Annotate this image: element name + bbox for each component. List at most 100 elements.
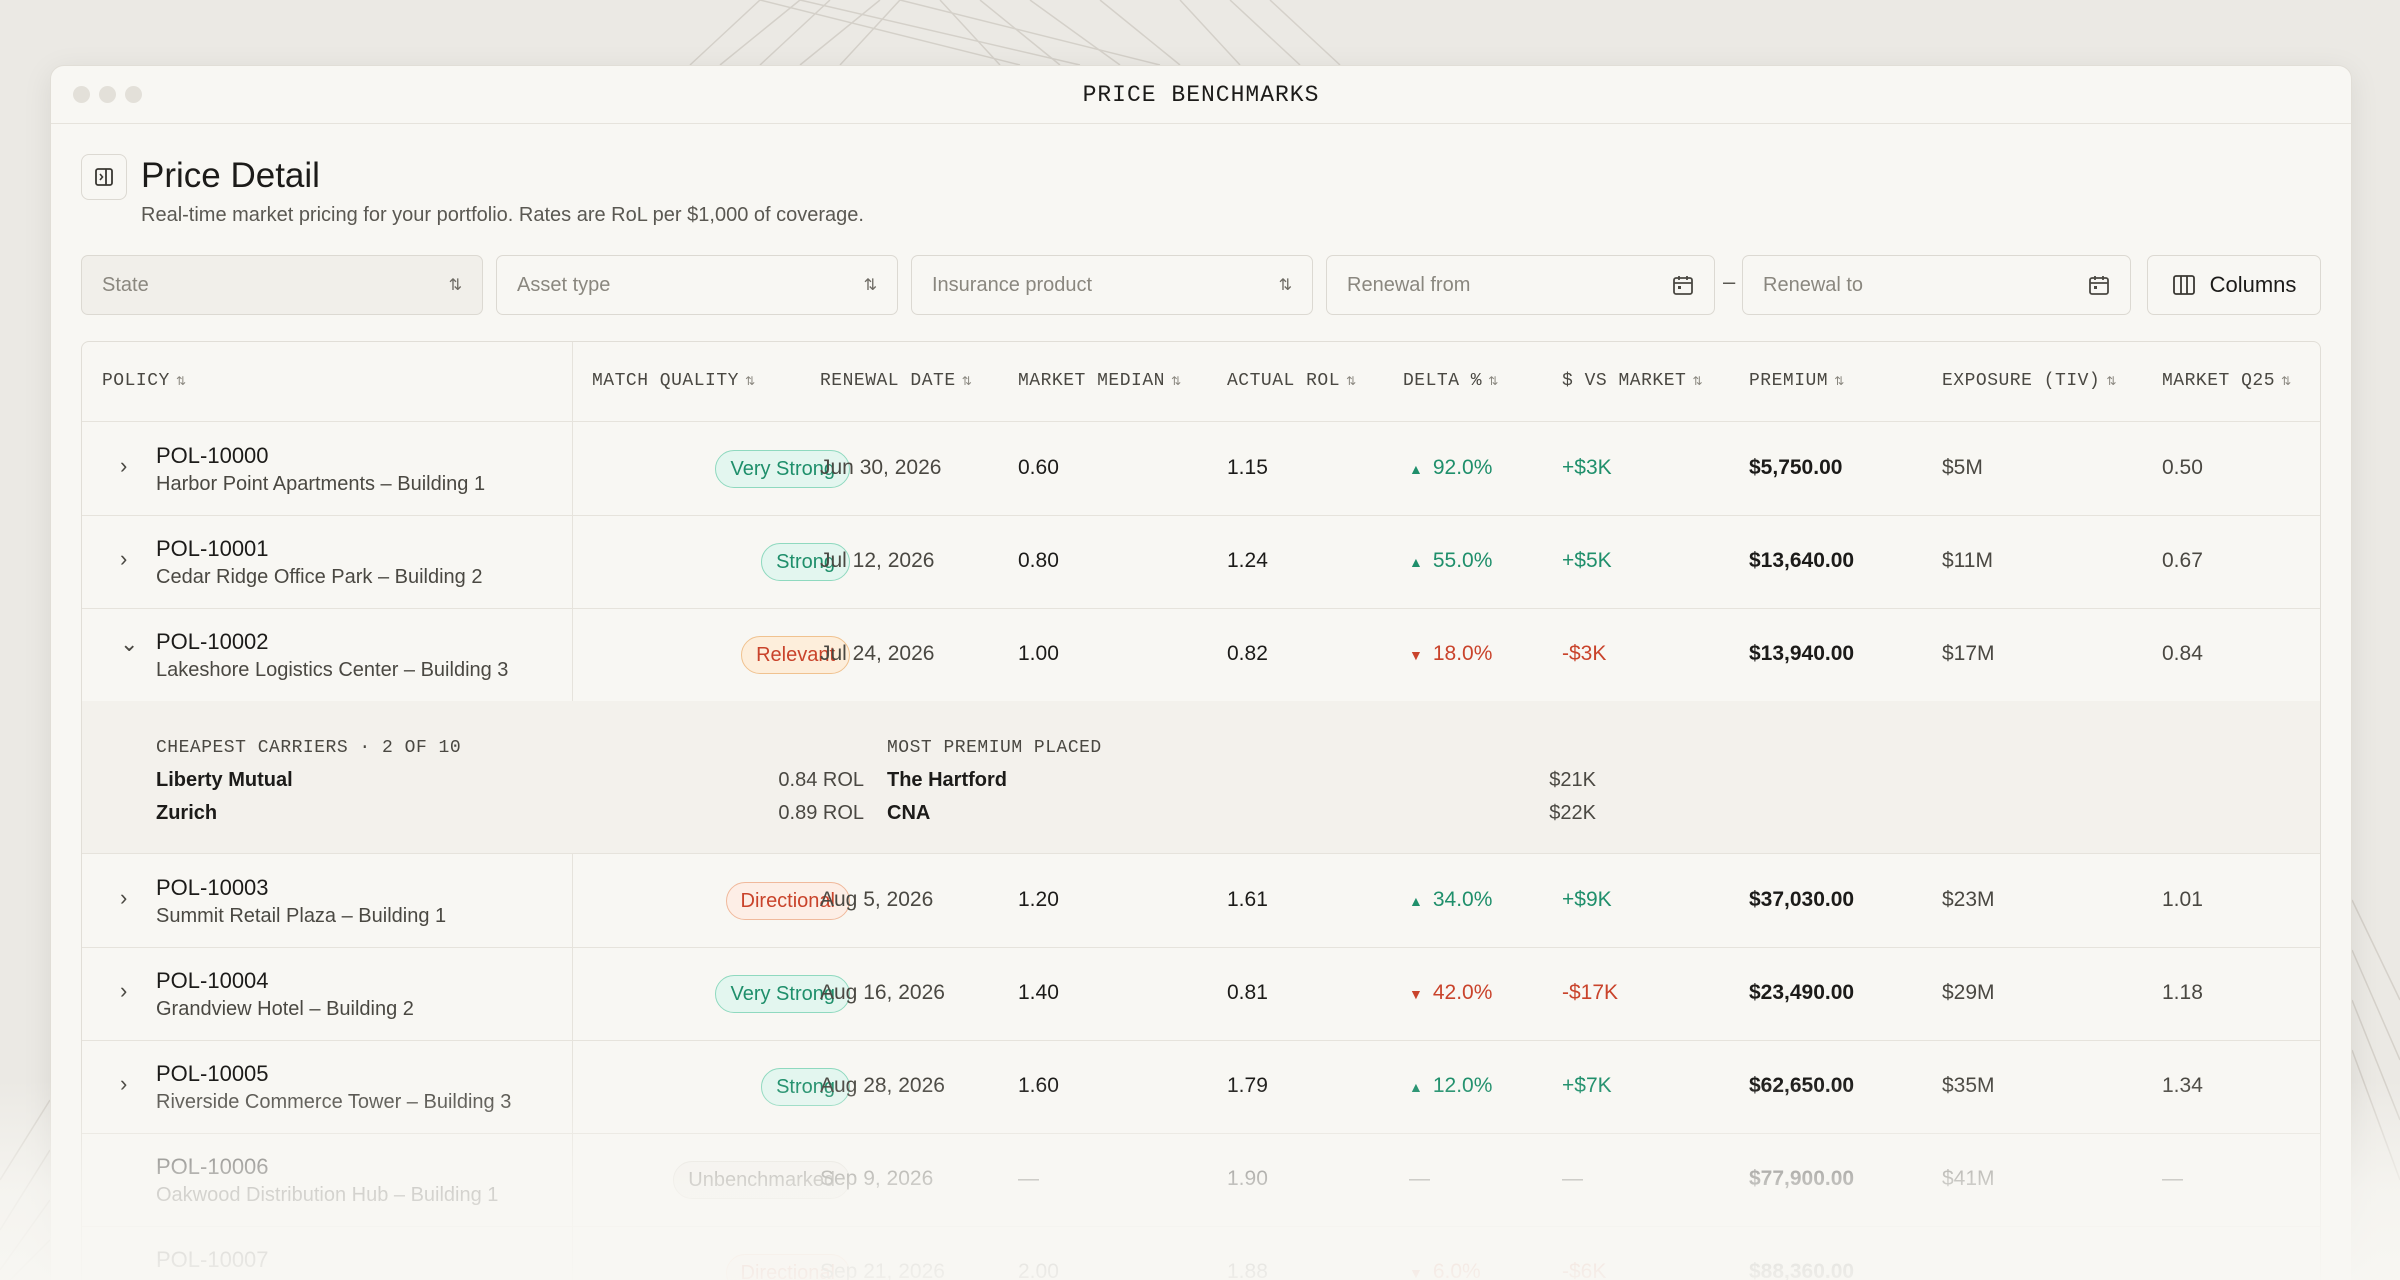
table-row[interactable]: › POL-10005 Riverside Commerce Tower – B…: [82, 1041, 2320, 1134]
insurance-product-select[interactable]: Insurance product ⇅: [911, 255, 1313, 315]
header-exposure[interactable]: EXPOSURE (TIV) ⇅: [1942, 371, 2117, 391]
asset-type-label: Asset type: [517, 273, 611, 296]
table-row[interactable]: POL-10007 Directional Sep 21, 2026 2.00 …: [82, 1227, 2320, 1280]
chevron-right-icon[interactable]: ›: [120, 546, 128, 571]
sort-icon: ⇅: [2106, 374, 2117, 388]
page-title: Price Detail: [141, 156, 320, 195]
market-median: 0.80: [1018, 549, 1059, 572]
sort-icon: ⇅: [961, 374, 973, 388]
renewal-from-placeholder: Renewal from: [1347, 273, 1471, 296]
header-policy[interactable]: POLICY ⇅: [102, 371, 186, 391]
match-quality-badge: Very Strong: [715, 975, 850, 1013]
policy-id: POL-10001: [156, 536, 269, 561]
sidebar-toggle-button[interactable]: [81, 154, 127, 200]
table-row[interactable]: › POL-10001 Cedar Ridge Office Park – Bu…: [82, 516, 2320, 609]
policy-id: POL-10004: [156, 968, 269, 993]
renewal-date: Aug 28, 2026: [820, 1074, 945, 1097]
delta-value: —: [1409, 1167, 1430, 1190]
header-match-quality-label: MATCH QUALITY: [592, 371, 739, 391]
chevron-right-icon[interactable]: ›: [120, 885, 128, 910]
delta-value: 55.0%: [1432, 549, 1493, 572]
minimize-dot[interactable]: [99, 86, 116, 103]
delta: ▲ 92.0%: [1409, 456, 1492, 480]
header-actual-rol[interactable]: ACTUAL ROL ⇅: [1227, 371, 1357, 391]
close-dot[interactable]: [73, 86, 90, 103]
vs-market: +$9K: [1562, 888, 1612, 911]
header-delta[interactable]: DELTA % ⇅: [1403, 371, 1499, 391]
maximize-dot[interactable]: [125, 86, 142, 103]
arrow-down-icon: ▼: [1409, 647, 1423, 663]
range-separator: –: [1723, 269, 1736, 294]
sort-icon: ⇅: [1170, 374, 1182, 388]
exposure: $11M: [1942, 549, 1993, 572]
delta: ▲ 34.0%: [1409, 888, 1492, 912]
actual-rol: 1.61: [1227, 888, 1268, 911]
delta-value: 42.0%: [1432, 981, 1493, 1004]
match-quality-badge: Strong: [761, 543, 850, 581]
header-vs-market[interactable]: $ VS MARKET ⇅: [1562, 371, 1703, 391]
market-median: 1.20: [1018, 888, 1059, 911]
market-q25: 0.84: [2162, 642, 2203, 665]
table-row[interactable]: POL-10006 Oakwood Distribution Hub – Bui…: [82, 1134, 2320, 1227]
table-row[interactable]: › POL-10004 Grandview Hotel – Building 2…: [82, 948, 2320, 1041]
market-q25: 1.01: [2162, 888, 2203, 911]
policy-name: Riverside Commerce Tower – Building 3: [156, 1091, 512, 1113]
header-match-quality[interactable]: MATCH QUALITY ⇅: [592, 371, 756, 391]
arrow-down-icon: ▼: [1409, 1265, 1423, 1280]
delta: ▼ 18.0%: [1409, 642, 1492, 666]
renewal-date: Jun 30, 2026: [820, 456, 942, 479]
columns-icon: [2172, 275, 2195, 295]
vs-market: +$5K: [1562, 549, 1612, 572]
policy-id: POL-10005: [156, 1061, 269, 1086]
header-exposure-label: EXPOSURE (TIV): [1942, 371, 2101, 391]
header-renewal-date[interactable]: RENEWAL DATE ⇅: [820, 371, 972, 391]
chevron-right-icon[interactable]: ›: [120, 1071, 128, 1096]
table-row[interactable]: › POL-10003 Summit Retail Plaza – Buildi…: [82, 855, 2320, 948]
market-q25: 0.67: [2162, 549, 2203, 572]
asset-type-select[interactable]: Asset type ⇅: [496, 255, 898, 315]
carrier-details-panel: CHEAPEST CARRIERS · 2 OF 10 MOST PREMIUM…: [82, 701, 2320, 854]
delta: ▲ 12.0%: [1409, 1074, 1492, 1098]
sort-icon: ⇅: [744, 374, 756, 388]
renewal-to-placeholder: Renewal to: [1763, 273, 1864, 296]
chevron-right-icon[interactable]: ›: [120, 453, 128, 478]
premium: $5,750.00: [1749, 456, 1843, 479]
state-select[interactable]: State ⇅: [81, 255, 483, 315]
table-row[interactable]: › POL-10000 Harbor Point Apartments – Bu…: [82, 423, 2320, 516]
header-delta-label: DELTA %: [1403, 371, 1483, 391]
renewal-to-input[interactable]: Renewal to: [1742, 255, 2131, 315]
exposure: $17M: [1942, 642, 1995, 665]
header-market-median[interactable]: MARKET MEDIAN ⇅: [1018, 371, 1182, 391]
exposure: $35M: [1942, 1074, 1995, 1097]
actual-rol: 1.88: [1227, 1260, 1268, 1280]
chevron-right-icon[interactable]: ›: [120, 978, 128, 1003]
premium: $23,490.00: [1749, 981, 1855, 1004]
chevron-down-icon[interactable]: ⌄: [120, 631, 139, 656]
delta-value: 6.0%: [1432, 1260, 1481, 1280]
actual-rol: 1.79: [1227, 1074, 1268, 1097]
columns-button[interactable]: Columns: [2147, 255, 2321, 315]
carrier-name: Zurich: [156, 802, 218, 824]
header-premium[interactable]: PREMIUM ⇅: [1749, 371, 1845, 391]
vs-market: —: [1562, 1167, 1583, 1190]
market-median: 1.40: [1018, 981, 1059, 1004]
header-market-median-label: MARKET MEDIAN: [1018, 371, 1165, 391]
delta-value: 34.0%: [1432, 888, 1493, 911]
carrier-name: Liberty Mutual: [156, 769, 293, 791]
header-policy-label: POLICY: [102, 371, 170, 391]
header-vs-market-label: $ VS MARKET: [1562, 371, 1687, 391]
app-window: PRICE BENCHMARKS Price Detail Real-time …: [50, 65, 2352, 1280]
window-controls: [73, 86, 142, 103]
columns-label: Columns: [2209, 272, 2297, 297]
calendar-icon: [2089, 276, 2109, 295]
vs-market: -$17K: [1562, 981, 1619, 1004]
carrier-name: The Hartford: [887, 769, 1007, 791]
sort-icon: ⇅: [1834, 374, 1845, 388]
market-q25: 1.18: [2162, 981, 2203, 1004]
renewal-from-input[interactable]: Renewal from: [1326, 255, 1715, 315]
table-row-expanded[interactable]: ⌄ POL-10002 Lakeshore Logistics Center –…: [82, 609, 2320, 702]
header-market-q25[interactable]: MARKET Q25 ⇅: [2162, 371, 2292, 391]
market-median: 2.00: [1018, 1260, 1059, 1280]
delta-value: 12.0%: [1432, 1074, 1493, 1097]
policy-id: POL-10007: [156, 1247, 269, 1272]
